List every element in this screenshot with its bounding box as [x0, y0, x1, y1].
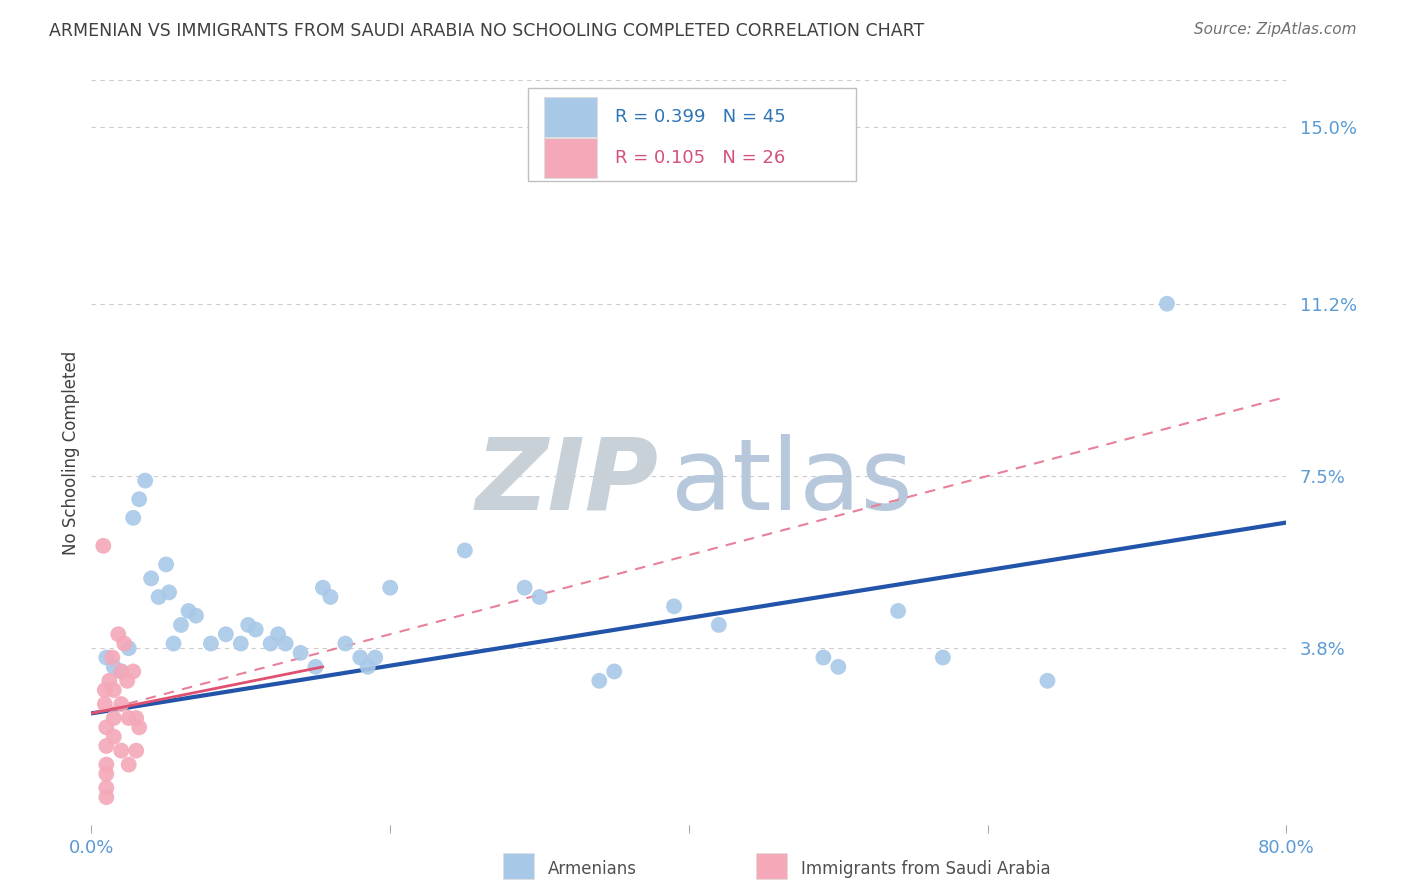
Text: ARMENIAN VS IMMIGRANTS FROM SAUDI ARABIA NO SCHOOLING COMPLETED CORRELATION CHAR: ARMENIAN VS IMMIGRANTS FROM SAUDI ARABIA… [49, 22, 925, 40]
Point [588, 673, 610, 688]
Text: atlas: atlas [671, 434, 912, 531]
Point [155, 558, 177, 572]
Point [364, 650, 387, 665]
Point [529, 590, 551, 604]
Point [932, 650, 955, 665]
Point [103, 730, 125, 744]
Point [103, 711, 125, 725]
Text: Immigrants from Saudi Arabia: Immigrants from Saudi Arabia [801, 860, 1052, 878]
Point [662, 599, 685, 614]
Point [96, 790, 118, 805]
Point [122, 511, 145, 525]
Point [112, 636, 135, 650]
Point [707, 618, 730, 632]
Point [177, 604, 200, 618]
Point [827, 660, 849, 674]
Point [103, 683, 125, 698]
Y-axis label: No Schooling Completed: No Schooling Completed [62, 351, 80, 555]
Point [200, 636, 222, 650]
Point [1156, 296, 1178, 311]
Point [170, 618, 193, 632]
Point [238, 618, 260, 632]
Point [94, 697, 117, 711]
Point [101, 650, 124, 665]
Point [134, 474, 156, 488]
Point [259, 636, 281, 650]
Point [118, 757, 141, 772]
Point [128, 720, 150, 734]
Point [454, 543, 477, 558]
Point [110, 665, 132, 679]
Point [96, 650, 118, 665]
Point [887, 604, 910, 618]
Point [96, 757, 118, 772]
Point [162, 636, 184, 650]
Point [96, 739, 118, 753]
Point [357, 660, 380, 674]
Point [157, 585, 180, 599]
Point [245, 623, 267, 637]
Point [118, 641, 141, 656]
Point [319, 590, 342, 604]
Point [122, 665, 145, 679]
Point [813, 650, 835, 665]
Point [96, 720, 118, 734]
Text: ZIP: ZIP [477, 434, 659, 531]
Point [380, 581, 402, 595]
Point [125, 711, 148, 725]
Point [335, 636, 357, 650]
Point [148, 590, 170, 604]
Point [267, 627, 290, 641]
Point [96, 780, 118, 795]
FancyBboxPatch shape [544, 97, 598, 137]
Text: R = 0.105   N = 26: R = 0.105 N = 26 [614, 149, 785, 168]
Text: R = 0.399   N = 45: R = 0.399 N = 45 [614, 108, 786, 126]
Point [98, 673, 121, 688]
Point [118, 711, 141, 725]
Point [110, 697, 132, 711]
Point [115, 673, 138, 688]
Point [215, 627, 238, 641]
Point [184, 608, 207, 623]
Point [304, 660, 326, 674]
FancyBboxPatch shape [527, 87, 856, 181]
Point [94, 683, 117, 698]
Point [349, 650, 371, 665]
Point [603, 665, 626, 679]
Point [107, 627, 129, 641]
Point [229, 636, 252, 650]
Point [141, 571, 163, 585]
Point [96, 767, 118, 781]
Point [290, 646, 312, 660]
Point [103, 660, 125, 674]
Point [1036, 673, 1059, 688]
Point [312, 581, 335, 595]
Point [93, 539, 115, 553]
Text: Source: ZipAtlas.com: Source: ZipAtlas.com [1194, 22, 1357, 37]
Point [128, 492, 150, 507]
Point [110, 665, 132, 679]
Point [513, 581, 536, 595]
Point [125, 744, 148, 758]
Point [274, 636, 297, 650]
Point [110, 744, 132, 758]
Text: Armenians: Armenians [548, 860, 637, 878]
FancyBboxPatch shape [544, 138, 598, 178]
